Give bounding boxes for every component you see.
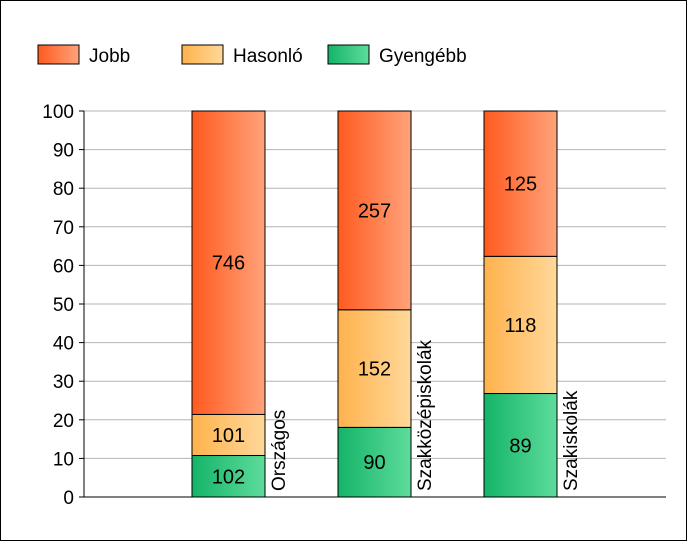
bar-segment bbox=[191, 110, 266, 415]
data-label: 152 bbox=[358, 359, 391, 381]
y-tick-label: 10 bbox=[53, 449, 74, 470]
data-label: 89 bbox=[509, 435, 531, 457]
y-tick-label: 40 bbox=[53, 334, 74, 355]
legend-label: Gyengébb bbox=[379, 46, 467, 67]
bar-segment bbox=[483, 255, 558, 395]
data-label: 746 bbox=[212, 253, 245, 275]
bar-segment bbox=[337, 309, 412, 428]
category-label: Országos bbox=[269, 410, 290, 491]
data-label: 90 bbox=[363, 452, 385, 474]
y-tick-label: 60 bbox=[53, 256, 74, 277]
data-label: 102 bbox=[212, 466, 245, 488]
y-tick-label: 20 bbox=[53, 411, 74, 432]
y-tick-label: 0 bbox=[63, 488, 74, 509]
legend-swatch bbox=[37, 44, 80, 65]
y-tick-label: 80 bbox=[53, 179, 74, 200]
data-label: 125 bbox=[504, 174, 537, 196]
data-label: 101 bbox=[212, 425, 245, 447]
legend-swatch bbox=[181, 44, 224, 65]
bars bbox=[191, 110, 558, 498]
bar-segment bbox=[337, 110, 412, 311]
data-label: 257 bbox=[358, 200, 391, 222]
category-label: Szakközépiskolák bbox=[415, 339, 436, 491]
labels: 102 101 746 Országos 90 152 257 Szakközépiskolá… bbox=[212, 174, 582, 491]
bar-segment bbox=[337, 426, 412, 498]
y-tick-label: 90 bbox=[53, 141, 74, 162]
y-tick-label: 50 bbox=[53, 295, 74, 316]
y-tick-label: 100 bbox=[42, 102, 74, 123]
y-tick-label: 30 bbox=[53, 372, 74, 393]
bar-segment bbox=[483, 110, 558, 257]
legend-swatch bbox=[327, 44, 370, 65]
y-tick-label: 70 bbox=[53, 218, 74, 239]
bar-segment bbox=[191, 413, 266, 457]
bar-segment bbox=[483, 393, 558, 498]
legend: Jobb Hasonló Gyengébb bbox=[37, 44, 467, 67]
legend-label: Jobb bbox=[89, 46, 130, 67]
category-label: Szakiskolák bbox=[561, 390, 582, 491]
axes: 0 10 20 30 40 50 60 70 80 90 100 bbox=[42, 102, 666, 509]
legend-label: Hasonló bbox=[233, 46, 303, 67]
data-label: 118 bbox=[505, 315, 537, 337]
